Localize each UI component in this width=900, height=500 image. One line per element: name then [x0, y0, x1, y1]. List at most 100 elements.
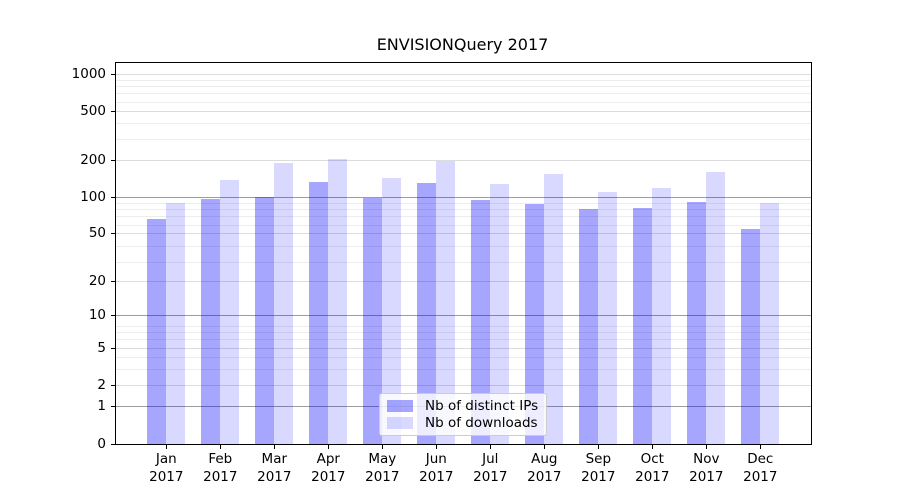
- bar-downloads-nov: [706, 171, 726, 444]
- month-label: Jul: [482, 451, 499, 467]
- x-axis-tick-jun: [435, 445, 437, 449]
- bar-distinct-ips-jul: [471, 200, 491, 444]
- minor-gridline: [116, 86, 811, 88]
- bar-distinct-ips-mar: [255, 197, 275, 444]
- bar-distinct-ips-nov: [687, 202, 707, 444]
- minor-gridline: [116, 216, 811, 218]
- month-label: Mar: [261, 451, 288, 467]
- x-axis-label-dec: Dec 2017: [733, 451, 787, 486]
- y-axis-label-1000: 1000: [71, 66, 106, 83]
- y-axis-label-100: 100: [80, 188, 106, 205]
- bar-downloads-jul: [490, 184, 510, 444]
- y-axis-label-1: 1: [97, 398, 106, 415]
- x-axis-label-may: May 2017: [355, 451, 409, 486]
- plot-area: 0 1 2 5 10 20 50 100 200 500 1000 Jan 2017 Feb 2017 Mar…: [72, 62, 812, 485]
- x-axis-tick-feb: [219, 445, 221, 449]
- year-label: 2017: [149, 468, 184, 485]
- year-label: 2017: [365, 468, 400, 485]
- bar-distinct-ips-apr: [309, 181, 329, 444]
- legend-label-distinct-ips: Nb of distinct IPs: [425, 398, 539, 415]
- y-axis-label-50: 50: [88, 225, 106, 242]
- gridline-20: [116, 280, 811, 282]
- bar-distinct-ips-feb: [201, 198, 221, 444]
- bar-distinct-ips-jun: [417, 183, 437, 444]
- month-label: Feb: [208, 451, 233, 467]
- legend-swatch-distinct-ips: [387, 400, 413, 413]
- x-axis-label-aug: Aug 2017: [517, 451, 571, 486]
- x-axis-tick-may: [381, 445, 383, 449]
- gridline-500: [116, 111, 811, 113]
- y-axis-label-0: 0: [97, 435, 106, 452]
- bar-downloads-may: [382, 177, 402, 444]
- legend-label-downloads: Nb of downloads: [425, 414, 538, 431]
- year-label: 2017: [473, 468, 508, 485]
- minor-gridline: [116, 246, 811, 248]
- year-label: 2017: [419, 468, 454, 485]
- year-label: 2017: [743, 468, 778, 485]
- y-axis-tick-500: [111, 111, 115, 113]
- minor-gridline: [116, 93, 811, 95]
- y-axis-label-2: 2: [97, 376, 106, 393]
- minor-gridline: [116, 357, 811, 359]
- month-label: May: [368, 451, 397, 467]
- y-axis-tick-5: [111, 347, 115, 349]
- minor-gridline: [116, 101, 811, 103]
- legend: Nb of distinct IPs Nb of downloads: [379, 393, 547, 436]
- minor-gridline: [116, 326, 811, 328]
- x-axis-label-oct: Oct 2017: [625, 451, 679, 486]
- month-label: Sep: [585, 451, 612, 467]
- year-label: 2017: [527, 468, 562, 485]
- x-axis-label-mar: Mar 2017: [247, 451, 301, 486]
- y-axis-tick-1: [111, 406, 115, 408]
- bar-downloads-sep: [598, 191, 618, 444]
- x-axis-tick-dec: [759, 445, 761, 449]
- y-axis-label-500: 500: [80, 103, 106, 120]
- month-label: Jun: [425, 451, 447, 467]
- month-label: Aug: [531, 451, 558, 467]
- y-axis-tick-200: [111, 159, 115, 161]
- minor-gridline: [116, 369, 811, 371]
- bar-downloads-mar: [274, 163, 294, 444]
- bar-distinct-ips-jan: [147, 219, 167, 444]
- bar-downloads-jun: [436, 160, 456, 444]
- minor-gridline: [116, 79, 811, 81]
- bar-downloads-dec: [760, 202, 780, 444]
- minor-gridline: [116, 209, 811, 211]
- x-axis-label-apr: Apr 2017: [301, 451, 355, 486]
- bar-distinct-ips-aug: [525, 204, 545, 444]
- minor-gridline: [116, 261, 811, 263]
- x-axis-tick-mar: [273, 445, 275, 449]
- major-gridline-10: [116, 315, 811, 317]
- x-axis-tick-apr: [327, 445, 329, 449]
- x-axis-label-nov: Nov 2017: [679, 451, 733, 486]
- bar-downloads-aug: [544, 174, 564, 444]
- minor-gridline: [116, 202, 811, 204]
- y-axis-label-20: 20: [88, 272, 106, 289]
- x-axis-tick-sep: [597, 445, 599, 449]
- y-axis-tick-2: [111, 384, 115, 386]
- legend-row-downloads: Nb of downloads: [387, 415, 540, 432]
- x-axis-label-sep: Sep 2017: [571, 451, 625, 486]
- minor-gridline: [116, 332, 811, 334]
- year-label: 2017: [635, 468, 670, 485]
- x-axis-tick-oct: [651, 445, 653, 449]
- x-axis-label-feb: Feb 2017: [193, 451, 247, 486]
- y-axis-tick-0: [111, 443, 115, 445]
- year-label: 2017: [581, 468, 616, 485]
- legend-swatch-downloads: [387, 416, 413, 429]
- month-label: Nov: [693, 451, 720, 467]
- month-label: Jan: [155, 451, 177, 467]
- chart-title: ENVISIONQuery 2017: [376, 35, 549, 54]
- bar-distinct-ips-dec: [741, 228, 761, 444]
- month-label: Dec: [747, 451, 774, 467]
- y-axis-label-10: 10: [88, 307, 106, 324]
- bar-distinct-ips-sep: [579, 209, 599, 444]
- y-axis-tick-100: [111, 196, 115, 198]
- month-label: Oct: [640, 451, 664, 467]
- minor-gridline: [116, 339, 811, 341]
- month-label: Apr: [316, 451, 340, 467]
- y-axis-tick-50: [111, 233, 115, 235]
- y-axis-tick-20: [111, 280, 115, 282]
- gridline-200: [116, 159, 811, 161]
- y-axis-tick-10: [111, 315, 115, 317]
